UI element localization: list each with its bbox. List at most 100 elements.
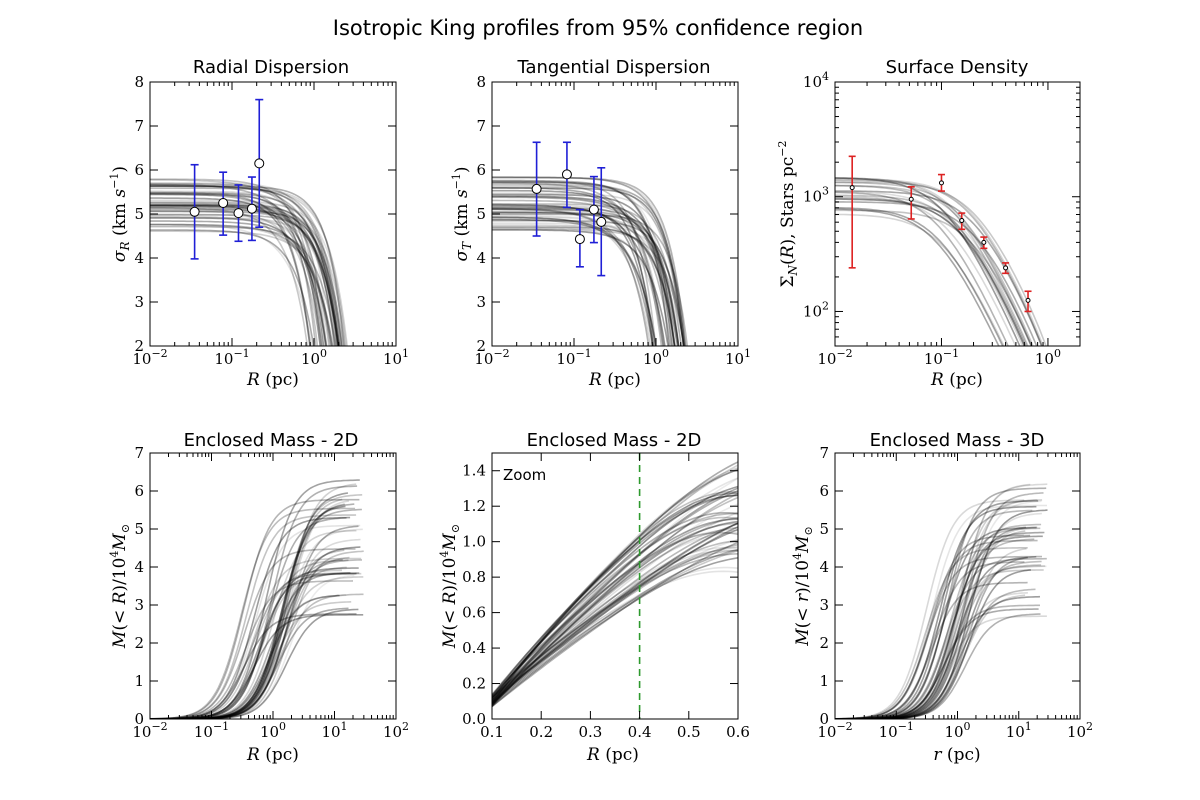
mass2d-y-label: M(< R)/104M⊙ xyxy=(108,524,132,649)
surface-y-tick-label: 102 xyxy=(803,299,829,320)
zoom-model-curve xyxy=(492,548,738,706)
mass3d-model-curve xyxy=(835,557,1047,719)
tangential-model-curve xyxy=(492,228,664,346)
panel-surface-density: Surface Density 10−2 10−1 100 102 103 104 R … xyxy=(776,57,1081,390)
panel-surface-title: Surface Density xyxy=(886,57,1029,78)
zoom-x-label: R (pc) xyxy=(586,745,639,765)
panel-tangential-title: Tangential Dispersion xyxy=(516,57,710,78)
surface-model-curves xyxy=(835,177,1047,346)
tangential-model-curve xyxy=(492,227,685,346)
mass3d-model-curve xyxy=(835,561,1025,719)
zoom-model-curve xyxy=(492,516,738,707)
zoom-model-curve xyxy=(492,522,738,703)
zoom-model-curve xyxy=(492,531,738,701)
radial-model-curve xyxy=(150,208,343,346)
radial-model-curve xyxy=(150,197,311,346)
mass3d-y-tick-label: 4 xyxy=(819,558,829,576)
surface-model-curve xyxy=(835,201,1038,346)
mass3d-y-tick-label: 6 xyxy=(819,482,829,500)
radial-plot-frame xyxy=(149,81,397,347)
zoom-model-curve xyxy=(492,543,738,704)
surface-data-point xyxy=(937,173,945,192)
radial-model-curve xyxy=(150,207,309,346)
mass2d-model-curve xyxy=(150,498,360,719)
zoom-model-curve xyxy=(492,512,738,697)
radial-marker xyxy=(189,206,200,217)
tangential-y-ticks: 2 3 4 5 6 7 8 xyxy=(476,73,738,355)
zoom-model-curve xyxy=(492,539,738,705)
mass3d-y-tick-label: 0 xyxy=(819,710,829,728)
zoom-model-curve xyxy=(492,549,738,698)
radial-model-curve xyxy=(150,214,338,346)
radial-model-curve xyxy=(150,200,348,346)
mass2d-model-curve xyxy=(150,569,343,719)
surface-marker xyxy=(1003,265,1009,271)
zoom-model-curve xyxy=(492,541,738,708)
mass3d-x-tick-label: 101 xyxy=(1006,720,1032,741)
surface-marker xyxy=(1025,297,1031,303)
tangential-model-curve xyxy=(492,181,670,346)
radial-x-tick-label: 10−2 xyxy=(132,347,167,368)
mass2d-y-tick-label: 4 xyxy=(134,558,144,576)
mass2d-model-curve xyxy=(150,514,357,719)
radial-model-curve xyxy=(150,217,337,346)
panel-enclosed-mass-3d: Enclosed Mass - 3D 10−2 10−1 100 101 102 0 1 2… xyxy=(791,430,1093,765)
radial-model-curve xyxy=(150,220,333,346)
tangential-model-curve xyxy=(492,216,657,346)
zoom-model-curve xyxy=(492,496,738,707)
zoom-model-curve xyxy=(492,549,738,699)
radial-model-curve xyxy=(150,187,348,346)
panel-mass3d-title: Enclosed Mass - 3D xyxy=(870,430,1045,451)
surface-model-curve xyxy=(835,181,1047,346)
zoom-model-curve xyxy=(492,518,738,705)
zoom-model-curve xyxy=(492,490,738,704)
tangential-model-curve xyxy=(492,216,652,346)
mass3d-model-curve xyxy=(835,555,1042,719)
surface-model-curve xyxy=(835,191,1009,346)
radial-model-curve xyxy=(150,185,341,346)
radial-model-curve xyxy=(150,230,334,346)
tangential-x-tick-label: 101 xyxy=(725,347,751,368)
tangential-model-curve xyxy=(492,204,665,346)
zoom-model-curve xyxy=(492,485,738,699)
panel-radial-dispersion: Radial Dispersion 10−2 10−1 100 101 2 3 4 5 6 7 8… xyxy=(108,57,409,390)
tangential-y-label: σT (km s−1) xyxy=(450,166,474,261)
tangential-model-curve xyxy=(492,206,680,346)
tangential-data-point xyxy=(574,208,585,268)
surface-model-curve xyxy=(835,181,1034,346)
tangential-marker xyxy=(574,234,585,245)
surface-model-curve xyxy=(835,177,1029,346)
radial-model-curve xyxy=(150,183,325,346)
radial-model-curve xyxy=(150,192,317,346)
radial-model-curve xyxy=(150,184,339,346)
figure-title: Isotropic King profiles from 95% confide… xyxy=(333,16,863,40)
tangential-data-point xyxy=(561,141,572,209)
radial-y-tick-label: 8 xyxy=(134,73,144,91)
mass3d-y-tick-label: 2 xyxy=(819,634,829,652)
zoom-model-curve xyxy=(492,487,738,701)
mass3d-model-curve xyxy=(835,499,1025,719)
mass2d-model-curve xyxy=(150,516,351,719)
zoom-model-curve xyxy=(492,528,738,704)
tangential-model-curve xyxy=(492,180,657,346)
mass3d-model-curve xyxy=(835,487,1047,719)
tangential-plot-frame xyxy=(491,81,739,347)
zoom-y-tick-label: 1.4 xyxy=(462,462,486,480)
radial-model-curve xyxy=(150,185,343,346)
panel-zoom-title: Enclosed Mass - 2D xyxy=(527,430,702,451)
mass3d-model-curve xyxy=(835,581,1028,719)
radial-x-tick-label: 101 xyxy=(383,347,409,368)
tangential-model-curve xyxy=(492,185,685,346)
zoom-model-curve xyxy=(492,477,738,706)
mass3d-model-curve xyxy=(835,500,1039,719)
radial-data-points xyxy=(189,98,265,260)
tangential-model-curve xyxy=(492,229,669,346)
mass3d-y-label: M(< r)/104M⊙ xyxy=(791,526,815,646)
tangential-model-curve xyxy=(492,183,686,346)
radial-y-tick-label: 6 xyxy=(134,161,144,179)
mass2d-plot-frame xyxy=(149,452,397,720)
mass3d-y-tick-label: 7 xyxy=(819,444,829,462)
zoom-model-curve xyxy=(492,546,738,698)
surface-model-curve xyxy=(835,206,1004,346)
